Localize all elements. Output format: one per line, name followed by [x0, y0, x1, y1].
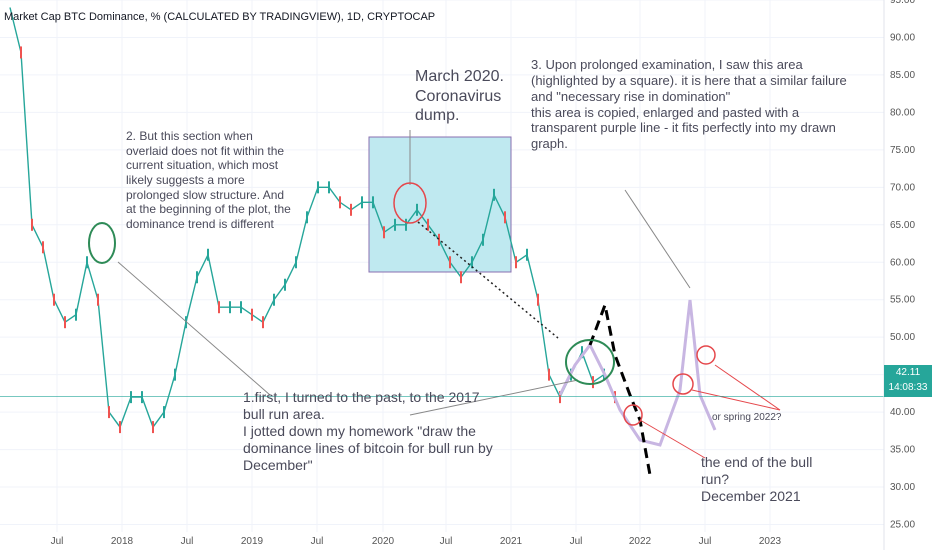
x-tick-label: Jul	[699, 536, 712, 547]
x-tick-label: 2018	[111, 536, 134, 547]
circle-red	[696, 345, 716, 365]
y-tick-label: 65.00	[890, 220, 915, 231]
last-price-badge: 42.11 14:08:33	[884, 365, 932, 397]
x-tick-label: Jul	[181, 536, 194, 547]
circle-red	[623, 404, 643, 426]
pointer-line	[409, 379, 579, 416]
y-tick-label: 35.00	[890, 445, 915, 456]
pointer-line-red	[639, 419, 706, 459]
y-tick-label: 25.00	[890, 520, 915, 531]
x-tick-label: 2021	[500, 536, 523, 547]
y-tick-label: 75.00	[890, 145, 915, 156]
x-tick-label: Jul	[311, 536, 324, 547]
y-tick-label: 80.00	[890, 107, 915, 118]
pointer-line	[624, 189, 691, 289]
y-tick-label: 85.00	[890, 70, 915, 81]
x-tick-label: 2019	[241, 536, 264, 547]
ghost-projection	[558, 299, 717, 476]
x-axis: Jul 2018 Jul 2019 Jul 2020 Jul 2021 Jul 2022 Jul 20…	[51, 536, 782, 547]
x-tick-label: Jul	[570, 536, 583, 547]
last-price-time: 14:08:33	[888, 382, 928, 393]
circle-red	[672, 373, 694, 395]
pointer-line	[117, 261, 271, 396]
note-spring-2022: or spring 2022?	[712, 412, 782, 423]
note-end-bull-run: the end of the bull run? December 2021	[701, 454, 813, 505]
circle-green	[88, 222, 116, 264]
note-1: 1.first, I turned to the past, to the 20…	[243, 389, 493, 474]
y-tick-label: 70.00	[890, 182, 915, 193]
dotted-connector	[417, 221, 559, 339]
x-tick-label: Jul	[51, 536, 64, 547]
pointer-line-red	[691, 389, 781, 411]
circle-red	[393, 182, 427, 224]
note-march-2020: March 2020. Coronavirus dump.	[415, 68, 504, 125]
chart-title: Market Cap BTC Dominance, % (CALCULATED …	[4, 11, 436, 23]
price-line	[9, 7, 616, 429]
y-tick-label: 40.00	[890, 407, 915, 418]
x-tick-label: 2023	[759, 536, 782, 547]
last-price-value: 42.11	[895, 367, 921, 378]
pointer-line-red	[714, 364, 781, 411]
covid-highlight-box	[368, 136, 512, 273]
y-tick-label: 60.00	[890, 257, 915, 268]
annotation-lines	[0, 130, 884, 459]
y-tick-label: 90.00	[890, 32, 915, 43]
y-tick-label: 30.00	[890, 482, 915, 493]
ghost-line	[558, 299, 717, 447]
circle-green	[565, 339, 615, 385]
projection-dashed	[588, 299, 652, 476]
price-series	[9, 7, 616, 434]
note-2: 2. But this section when overlaid does n…	[126, 129, 291, 231]
x-tick-label: 2022	[629, 536, 652, 547]
y-tick-label: 55.00	[890, 295, 915, 306]
x-tick-label: Jul	[440, 536, 453, 547]
note-3: 3. Upon prolonged examination, I saw thi…	[531, 57, 847, 152]
grid	[0, 0, 884, 532]
y-tick-label: 95.00	[890, 0, 915, 6]
y-axis: 25.0030.0035.0040.0045.0050.0055.0060.00…	[883, 0, 915, 550]
y-tick-label: 50.00	[890, 332, 915, 343]
x-tick-label: 2020	[372, 536, 395, 547]
